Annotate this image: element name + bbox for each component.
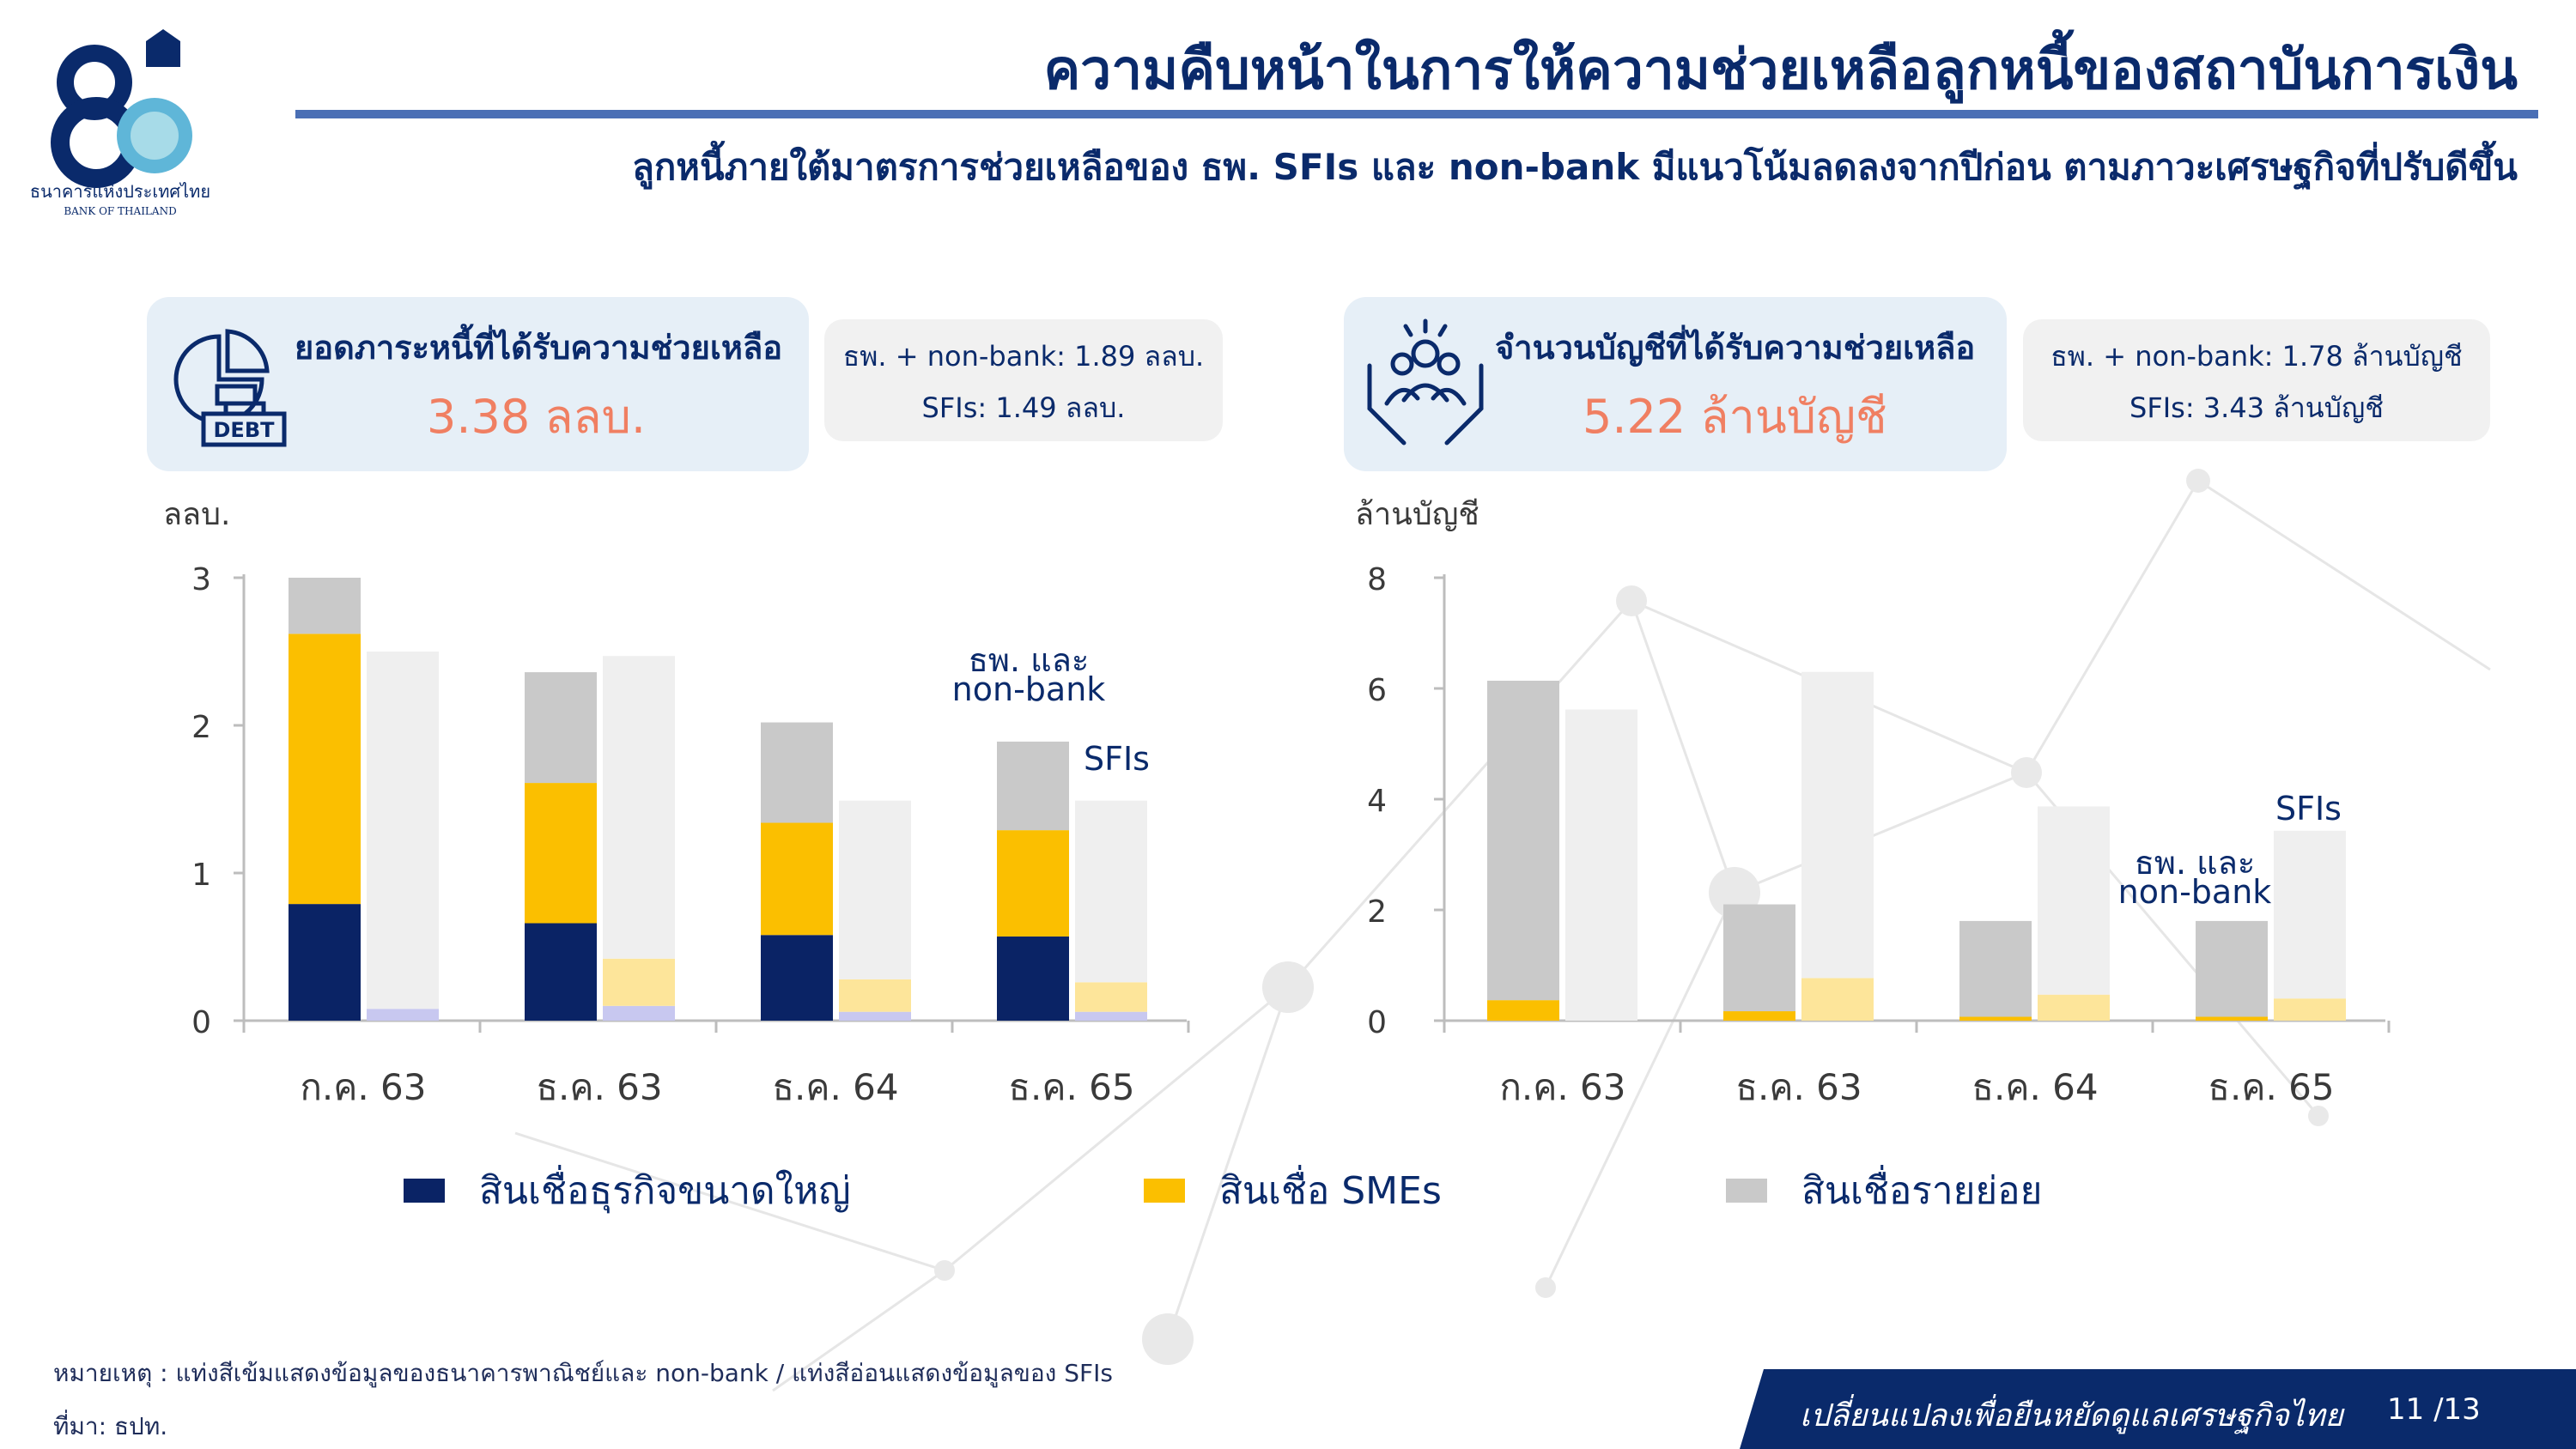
page-subtitle: ลูกหนี้ภายใต้มาตรการช่วยเหลือของ ธพ. SFI…	[632, 146, 2518, 188]
kpi-accounts-title: จำนวนบัญชีที่ได้รับความช่วยเหลือ	[1495, 329, 1976, 367]
chart-0-bar-bank-retail-2	[761, 722, 833, 823]
chart-0-bar-sfis-large-business-0	[367, 1009, 439, 1021]
chart-0-bar-sfis-large-business-1	[603, 1005, 675, 1021]
chart-1-category-label-3: ธ.ค. 65	[2208, 1066, 2334, 1108]
chart-0-category-label-3: ธ.ค. 65	[1008, 1066, 1134, 1108]
chart-0-bar-bank-sme-3	[997, 830, 1069, 937]
chart-right-ylabel: ล้านบัญชี	[1355, 497, 1479, 532]
logo-text-en: BANK OF THAILAND	[64, 205, 176, 217]
kpi-card-debt: DEBT ยอดภาระหนี้ที่ได้รับความช่วยเหลือ 3…	[147, 297, 809, 471]
chart-1-bar-bank-sme-0	[1487, 1000, 1559, 1021]
chart-1-bar-bank-sme-3	[2196, 1016, 2268, 1021]
legend-swatch-large-business	[404, 1179, 445, 1203]
chart-1-annotation-0: SFIs	[2275, 790, 2342, 828]
chart-0-bar-bank-sme-2	[761, 822, 833, 936]
legend-label-sme: สินเชื่อ SMEs	[1219, 1169, 1442, 1213]
chart-0-bar-bank-large-business-0	[289, 904, 361, 1021]
debt-chart-icon: DEBT	[173, 329, 287, 447]
chart-0-bar-sfis-sme-1	[603, 958, 675, 1006]
chart-1-ytick-label-1: 2	[1367, 894, 1387, 930]
chart-1-bar-bank-retail-2	[1959, 920, 2032, 1017]
chart-1-category-label-0: ก.ค. 63	[1499, 1066, 1625, 1108]
chart-0-bar-sfis-retail-0	[367, 652, 439, 1009]
chart-1-bar-bank-retail-1	[1723, 904, 1795, 1012]
chart-0-bar-bank-large-business-2	[761, 935, 833, 1021]
chart-0-bar-bank-large-business-3	[997, 936, 1069, 1021]
chart-0-bar-bank-retail-0	[289, 578, 361, 634]
footer-band	[1740, 1369, 2576, 1449]
chart-0-bar-sfis-sme-2	[839, 979, 911, 1012]
chart-0-category-label-2: ธ.ค. 64	[772, 1066, 898, 1108]
chart-0-bar-bank-retail-1	[525, 672, 597, 784]
chart-0-category-label-1: ธ.ค. 63	[536, 1066, 662, 1108]
chart-1-bar-bank-sme-2	[1959, 1016, 2032, 1021]
chart-0-bar-sfis-large-business-2	[839, 1011, 911, 1021]
chart-1-bar-bank-retail-3	[2196, 920, 2268, 1017]
chart-1-bar-sfis-sme-2	[2038, 994, 2110, 1021]
chart-1-bar-sfis-sme-1	[1801, 978, 1874, 1021]
chart-1-annotation-2: non-bank	[2118, 873, 2272, 911]
chart-0-bar-bank-sme-0	[289, 634, 361, 905]
chart-1-category-label-2: ธ.ค. 64	[1971, 1066, 2098, 1108]
chart-0-ytick-label-1: 1	[191, 858, 211, 893]
chart-1-bar-sfis-retail-1	[1801, 671, 1874, 979]
source-note: ที่มา: ธปท.	[53, 1412, 168, 1440]
chart-0-annotation-2: SFIs	[1084, 740, 1150, 778]
chart-0-bar-bank-large-business-1	[525, 923, 597, 1021]
kpi-accounts-breakdown-bank: ธพ. + non-bank: 1.78 ล้านบัญชี	[2050, 340, 2463, 373]
chart-0-ytick-label-0: 0	[191, 1005, 211, 1040]
chart-1-ytick-label-3: 6	[1367, 673, 1387, 708]
kpi-debt-breakdown-bank: ธพ. + non-bank: 1.89 ลลบ.	[842, 340, 1205, 373]
kpi-debt-breakdown-sfis: SFIs: 1.49 ลลบ.	[921, 391, 1126, 424]
legend-retail: สินเชื่อรายย่อย	[1726, 1161, 2042, 1221]
kpi-accounts-breakdown: ธพ. + non-bank: 1.78 ล้านบัญชี SFIs: 3.4…	[2023, 319, 2490, 441]
chart-1-bar-sfis-sme-3	[2274, 998, 2346, 1021]
chart-0-annotation-1: non-bank	[952, 670, 1106, 708]
chart-1-category-label-1: ธ.ค. 63	[1735, 1066, 1862, 1108]
chart-1-bar-sfis-retail-3	[2274, 830, 2346, 999]
chart-1-ytick-label-2: 4	[1367, 784, 1387, 819]
legend-sme: สินเชื่อ SMEs	[1144, 1161, 1442, 1221]
chart-0-bar-sfis-retail-2	[839, 800, 911, 979]
footer-slogan: เปลี่ยนแปลงเพื่อยืนหยัดดูแลเศรษฐกิจไทย	[1800, 1398, 2343, 1434]
debt-icon-label: DEBT	[214, 418, 276, 442]
remark-note: หมายเหตุ : แท่งสีเข้มแสดงข้อมูลของธนาคาร…	[53, 1359, 1113, 1387]
legend-swatch-sme	[1144, 1179, 1185, 1203]
kpi-accounts-breakdown-sfis: SFIs: 3.43 ล้านบัญชี	[2129, 391, 2384, 424]
chart-1-bar-sfis-retail-2	[2038, 806, 2110, 995]
chart-0-annotation-0: ธพ. และ	[969, 641, 1090, 679]
chart-1-ytick-label-0: 0	[1367, 1005, 1387, 1040]
chart-left-ylabel: ลลบ.	[163, 497, 231, 532]
chart-0-bar-sfis-sme-3	[1075, 982, 1147, 1012]
chart-1-bar-bank-retail-0	[1487, 680, 1559, 1001]
legend-label-retail: สินเชื่อรายย่อย	[1801, 1169, 2043, 1213]
title-divider	[295, 110, 2538, 118]
legend-swatch-retail	[1726, 1179, 1767, 1203]
chart-1-bar-bank-sme-1	[1723, 1011, 1795, 1021]
page-number: 11 /13	[2387, 1392, 2481, 1427]
chart-0-bar-sfis-retail-1	[603, 656, 675, 959]
legend-label-large-business: สินเชื่อธุรกิจขนาดใหญ่	[479, 1169, 851, 1213]
chart-0-bar-bank-retail-3	[997, 741, 1069, 831]
kpi-debt-value: 3.38 ลลบ.	[427, 390, 647, 444]
chart-0-bar-sfis-retail-3	[1075, 800, 1147, 983]
chart-1-ytick-label-4: 8	[1367, 562, 1387, 597]
chart-0-category-label-0: ก.ค. 63	[300, 1066, 426, 1108]
kpi-debt-breakdown: ธพ. + non-bank: 1.89 ลลบ. SFIs: 1.49 ลลบ…	[824, 319, 1223, 441]
chart-0-bar-bank-sme-1	[525, 783, 597, 924]
bank-of-thailand-80-logo: ธนาคารแห่งประเทศไทย BANK OF THAILAND	[30, 29, 210, 217]
page-title: ความคืบหน้าในการให้ความช่วยเหลือลูกหนี้ข…	[1043, 39, 2518, 102]
kpi-accounts-value: 5.22 ล้านบัญชี	[1583, 390, 1887, 444]
legend-large-business: สินเชื่อธุรกิจขนาดใหญ่	[404, 1161, 851, 1221]
hands-people-icon	[1367, 318, 1484, 446]
chart-1-annotation-1: ธพ. และ	[2135, 844, 2256, 882]
kpi-debt-title: ยอดภาระหนี้ที่ได้รับความช่วยเหลือ	[295, 329, 783, 367]
kpi-card-accounts: จำนวนบัญชีที่ได้รับความช่วยเหลือ 5.22 ล้…	[1344, 297, 2007, 471]
chart-1-bar-sfis-retail-0	[1565, 709, 1637, 1021]
logo-text: ธนาคารแห่งประเทศไทย	[30, 181, 210, 202]
chart-0-ytick-label-3: 3	[191, 562, 211, 597]
chart-0-bar-sfis-large-business-3	[1075, 1011, 1147, 1021]
chart-0-ytick-label-2: 2	[191, 710, 211, 745]
